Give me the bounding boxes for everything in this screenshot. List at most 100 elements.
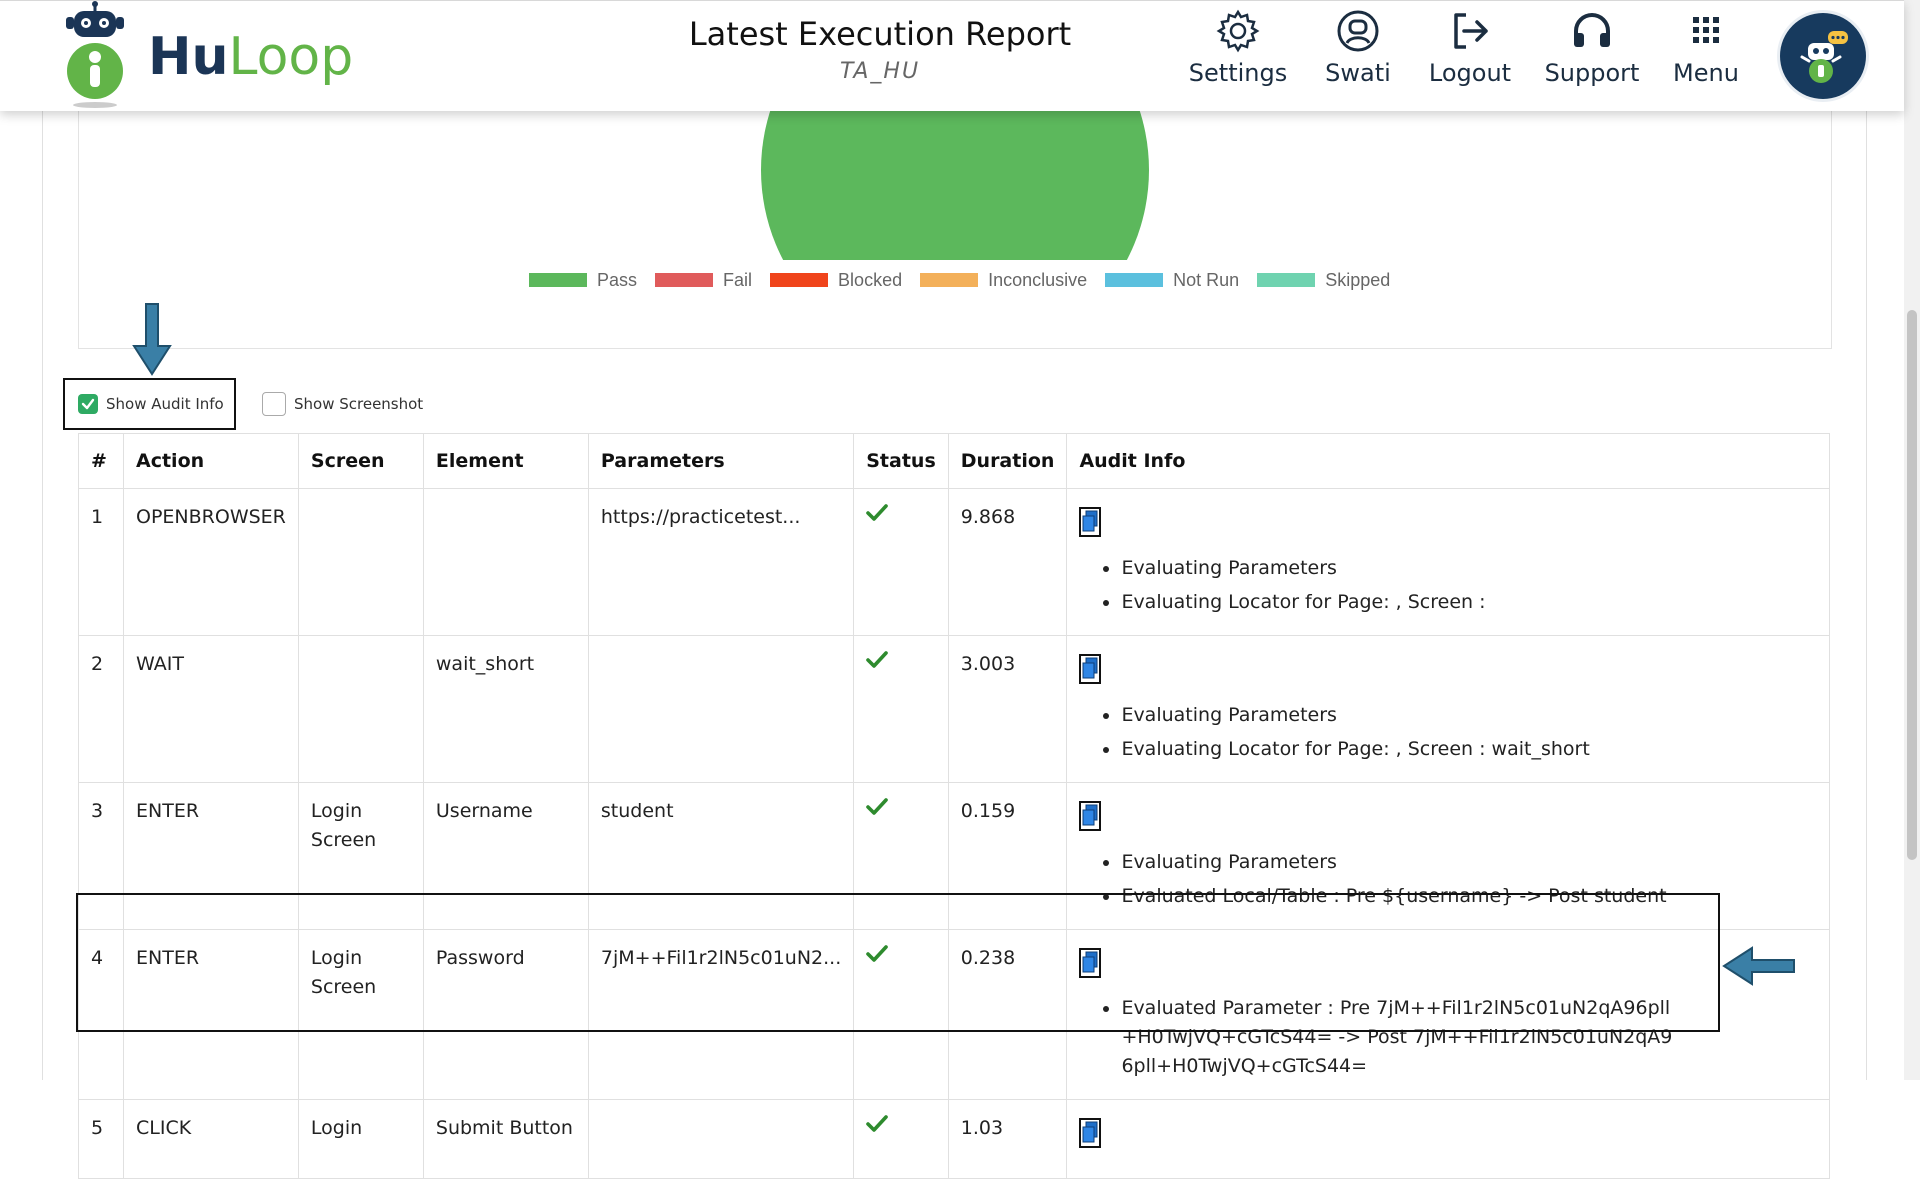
cell-number: 1 (78, 488, 124, 636)
cell-screen (297, 635, 424, 783)
show-audit-info-checkbox[interactable]: Show Audit Info (78, 378, 224, 430)
chatbot-avatar[interactable] (1780, 13, 1866, 99)
execution-steps-table: # Action Screen Element Parameters Statu… (78, 433, 1830, 1179)
cell-audit-info: Evaluating Parameters Evaluated Local/Tab… (1066, 782, 1830, 930)
legend-item-inconclusive[interactable]: Inconclusive (920, 270, 1087, 291)
cell-screen: Login Screen (297, 929, 424, 1100)
nav-logout-label: Logout (1428, 59, 1512, 87)
app-header: HuLoop Latest Execution Report TA_HU Set… (0, 0, 1904, 111)
legend-label: Not Run (1173, 269, 1240, 290)
cell-screen (297, 488, 424, 636)
cell-status (853, 635, 949, 783)
cell-status (853, 488, 949, 636)
nav-support-label: Support (1544, 59, 1640, 87)
audit-info-list: Evaluating Parameters Evaluating Locator … (1079, 553, 1817, 617)
page-subtitle: TA_HU (839, 59, 921, 84)
content-border (42, 110, 43, 1080)
col-header-duration: Duration (947, 433, 1068, 489)
page-title: Latest Execution Report (688, 15, 1072, 53)
gear-icon (1216, 9, 1260, 53)
cell-screen: Login Screen (297, 782, 424, 930)
nav-user[interactable]: Swati (1318, 9, 1398, 87)
audit-info-item: Evaluating Parameters (1121, 553, 1817, 583)
audit-info-list: Evaluated Parameter : Pre 7jM++Fil1r2lN5… (1079, 994, 1817, 1081)
audit-info-item: Evaluated Local/Table : Pre ${username} … (1121, 881, 1817, 911)
nav-menu[interactable]: Menu (1666, 9, 1746, 87)
legend-swatch (655, 273, 714, 287)
show-screenshot-checkbox[interactable]: Show Screenshot (262, 378, 423, 430)
cell-parameters (587, 635, 855, 783)
checkbox-unchecked-icon[interactable] (262, 392, 286, 416)
copy-document-icon[interactable] (1079, 1118, 1102, 1148)
cell-audit-info (1066, 1099, 1830, 1179)
legend-swatch (1257, 273, 1316, 287)
audit-info-item: Evaluating Parameters (1121, 700, 1817, 730)
pass-check-icon (866, 1115, 889, 1132)
cell-element (422, 488, 589, 636)
cell-screen: Login (297, 1099, 424, 1179)
legend-item-not-run[interactable]: Not Run (1105, 270, 1239, 291)
headset-icon (1574, 13, 1610, 47)
cell-action: ENTER (123, 929, 299, 1100)
copy-document-icon[interactable] (1079, 654, 1102, 684)
legend-item-pass[interactable]: Pass (529, 270, 637, 291)
legend-item-fail[interactable]: Fail (655, 270, 752, 291)
nav-menu-label: Menu (1673, 59, 1739, 87)
grid-icon (1693, 17, 1719, 43)
cell-number: 2 (78, 635, 124, 783)
table-header-row: # Action Screen Element Parameters Statu… (78, 433, 1830, 489)
cell-action: WAIT (123, 635, 299, 783)
col-header-number: # (78, 433, 124, 489)
cell-duration: 0.159 (947, 782, 1068, 930)
cell-action: ENTER (123, 782, 299, 930)
cell-parameters: https://practicetest... (587, 488, 855, 636)
result-chart-panel: Pass Fail Blocked Inconclusive Not Run Skippe… (78, 110, 1832, 349)
table-row: 4 ENTER Login Screen Password 7jM++Fil1r2lN5… (78, 929, 1830, 1100)
annotation-arrow-left-icon (1722, 946, 1795, 986)
cell-element: Submit Button (422, 1099, 589, 1179)
annotation-arrow-down-icon (132, 303, 172, 376)
pie-slice-pass[interactable] (761, 110, 1149, 260)
cell-audit-info: Evaluating Parameters Evaluating Locator … (1066, 488, 1830, 636)
legend-item-blocked[interactable]: Blocked (770, 270, 902, 291)
copy-document-icon[interactable] (1079, 507, 1102, 537)
col-header-audit-info: Audit Info (1066, 433, 1830, 489)
page-scrollbar-thumb[interactable] (1907, 310, 1917, 860)
robot-logo-icon (66, 1, 124, 108)
legend-item-skipped[interactable]: Skipped (1257, 270, 1390, 291)
audit-info-item: Evaluated Parameter : Pre 7jM++Fil1r2lN5… (1121, 994, 1681, 1081)
copy-document-icon[interactable] (1079, 801, 1102, 831)
nav-support[interactable]: Support (1540, 9, 1644, 87)
cell-element: Password (422, 929, 589, 1100)
col-header-parameters: Parameters (587, 433, 855, 489)
pass-check-icon (866, 798, 889, 815)
nav-settings[interactable]: Settings (1188, 9, 1288, 87)
cell-status (853, 929, 949, 1100)
nav-user-label: Swati (1325, 59, 1391, 87)
audit-info-item: Evaluating Parameters (1121, 847, 1817, 877)
annotation-highlight-box (63, 378, 236, 430)
legend-swatch (920, 273, 979, 287)
nav-logout[interactable]: Logout (1424, 9, 1516, 87)
cell-number: 5 (78, 1099, 124, 1179)
logo-wordmark: HuLoop (148, 27, 353, 87)
checkbox-checked-icon[interactable] (78, 394, 98, 414)
nav-settings-label: Settings (1188, 59, 1288, 87)
cell-element: wait_short (422, 635, 589, 783)
col-header-element: Element (422, 433, 589, 489)
huloop-logo[interactable]: HuLoop (58, 1, 358, 111)
logo-hu: Hu (148, 27, 229, 87)
cell-status (853, 1099, 949, 1179)
show-audit-info-label: Show Audit Info (106, 395, 224, 413)
cell-duration: 1.03 (947, 1099, 1068, 1179)
content-border (1866, 110, 1867, 1080)
legend-label: Inconclusive (988, 269, 1088, 290)
legend-swatch (770, 273, 829, 287)
copy-document-icon[interactable] (1079, 948, 1102, 978)
legend-label: Pass (597, 269, 638, 290)
cell-element: Username (422, 782, 589, 930)
col-header-status: Status (853, 433, 949, 489)
audit-info-item: Evaluating Locator for Page: , Screen : (1121, 587, 1817, 617)
cell-duration: 3.003 (947, 635, 1068, 783)
